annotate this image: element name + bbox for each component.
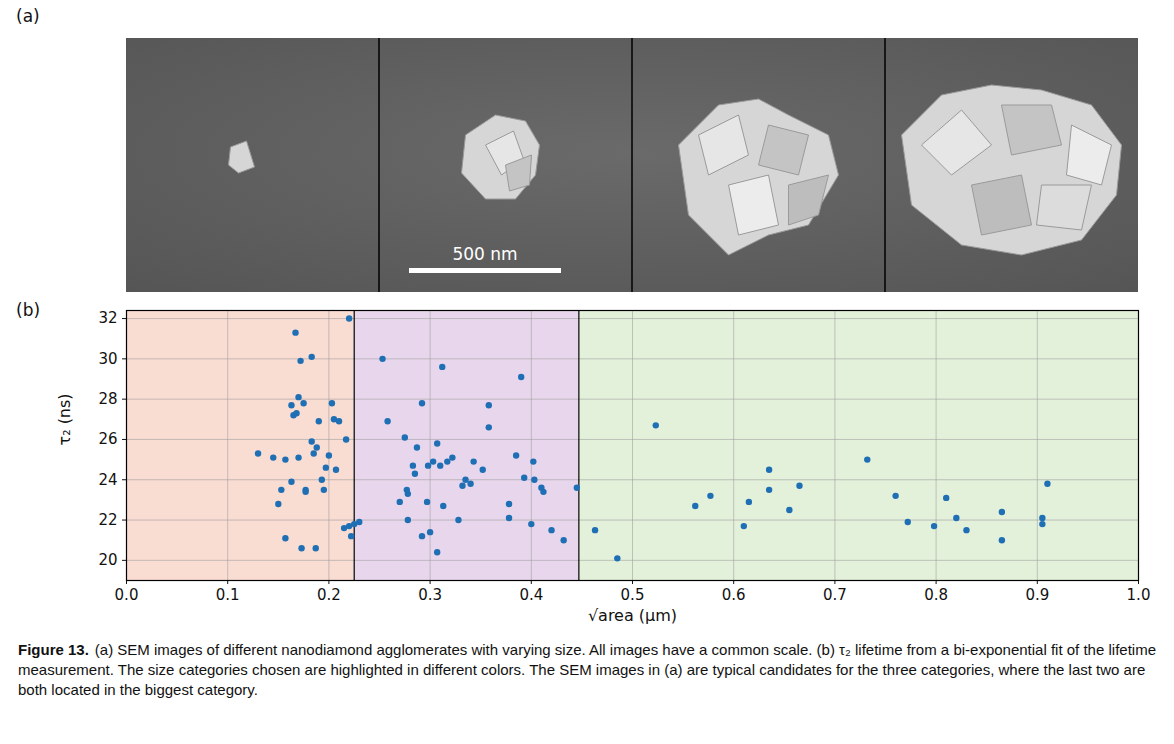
svg-text:0.2: 0.2 [317, 586, 341, 604]
svg-text:0.6: 0.6 [722, 586, 746, 604]
svg-text:0.0: 0.0 [115, 586, 139, 604]
svg-text:0.9: 0.9 [1025, 586, 1049, 604]
svg-text:22: 22 [98, 511, 117, 529]
svg-text:τ₂ (ns): τ₂ (ns) [55, 393, 74, 445]
svg-text:1.0: 1.0 [1127, 586, 1151, 604]
svg-text:0.5: 0.5 [621, 586, 645, 604]
svg-text:24: 24 [98, 471, 117, 489]
html-text:Figure 13. (a) SEM images of d: Figure 13. (a) SEM images of different n… [18, 641, 1156, 698]
svg-text:0.4: 0.4 [519, 586, 543, 604]
svg-text:√area (μm): √area (μm) [588, 606, 677, 625]
svg-text:32: 32 [98, 309, 117, 327]
svg-text:500 nm: 500 nm [452, 244, 517, 264]
svg-text:26: 26 [98, 430, 117, 448]
svg-text:0.7: 0.7 [823, 586, 847, 604]
svg-text:28: 28 [98, 390, 117, 408]
svg-text:30: 30 [98, 350, 117, 368]
svg-text:0.1: 0.1 [216, 586, 240, 604]
svg-text:0.8: 0.8 [924, 586, 948, 604]
svg-text:0.3: 0.3 [418, 586, 442, 604]
html-text:(a): (a) [16, 6, 40, 26]
svg-text:20: 20 [98, 551, 117, 569]
html-text:(b): (b) [16, 300, 41, 320]
